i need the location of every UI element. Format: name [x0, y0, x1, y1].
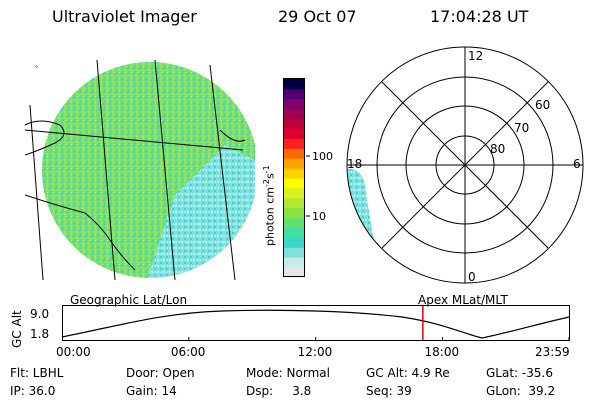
meridian-diag-2: [381, 81, 549, 249]
colorbar-tick-label: 100: [312, 150, 333, 163]
colorbar-segment: [283, 257, 305, 268]
colorbar-segment: [283, 187, 305, 199]
colorbar-segment: [283, 88, 305, 100]
info-flt: Flt: LBHL: [10, 366, 64, 380]
svg-text:°: °: [35, 65, 38, 72]
timeline-y-max: 9.0: [30, 307, 50, 321]
map-grid: [25, 59, 246, 281]
lat-label-80: 80: [490, 142, 505, 156]
timeline-plot: [62, 305, 570, 341]
colorbar-unit-label: photon cm-2s-1: [262, 165, 277, 246]
timeline-axis-title: GC Alt: [10, 310, 24, 348]
lat-label-60: 60: [535, 98, 550, 112]
colorbar-ticks: 100 10: [306, 150, 333, 223]
timeline-left-label: Geographic Lat/Lon: [70, 293, 188, 307]
colorbar-frame: [283, 78, 305, 277]
colorbar-segment: [283, 158, 305, 169]
date-label: 29 Oct 07: [278, 7, 357, 26]
geographic-image-panel: °: [25, 59, 255, 281]
colorbar-segment: [283, 138, 305, 149]
colorbar-tick-label: 10: [312, 210, 326, 223]
lat-label-70: 70: [514, 121, 529, 135]
info-gain: Gain: 14: [126, 384, 177, 398]
colorbar: [283, 78, 305, 278]
instrument-title: Ultraviolet Imager: [52, 7, 197, 26]
colorbar-segment: [283, 237, 305, 248]
colorbar-segment: [283, 148, 305, 159]
mlt-label-12: 12: [468, 49, 483, 63]
colorbar-segment: [283, 178, 305, 189]
colorbar-segment: [283, 217, 305, 228]
colorbar-segment: [283, 197, 305, 209]
timeline-tick-label: 23:59: [535, 345, 570, 359]
time-label: 17:04:28 UT: [430, 7, 529, 26]
mlt-label-0: 0: [468, 270, 476, 284]
colorbar-segment: [283, 79, 305, 90]
colorbar-segment: [283, 108, 305, 120]
mlt-label-6: 6: [573, 157, 581, 171]
mlt-label-18: 18: [347, 157, 362, 171]
info-glon: GLon: 39.2: [486, 384, 556, 398]
altitude-curve: [62, 309, 570, 339]
colorbar-segment: [283, 227, 305, 238]
colorbar-segment: [283, 168, 305, 179]
timeline-tick-label: 06:00: [170, 345, 206, 359]
polar-aurora-data: [347, 169, 375, 245]
colorbar-segment: [283, 247, 305, 258]
timeline-tick-label: 00:00: [56, 345, 91, 359]
info-mode: Mode: Normal: [246, 366, 330, 380]
colorbar-segment: [283, 128, 305, 139]
timeline-tick-label: 12:00: [297, 345, 333, 359]
colorbar-segment: [283, 207, 305, 219]
info-door: Door: Open: [126, 366, 195, 380]
timeline-right-label: Apex MLat/MLT: [418, 293, 508, 307]
info-ip: IP: 36.0: [10, 384, 56, 398]
info-seq: Seq: 39: [366, 384, 412, 398]
colorbar-segment: [283, 98, 305, 110]
timeline-y-min: 1.8: [30, 327, 50, 341]
colorbar-segment: [283, 267, 305, 278]
polar-mlt-plot: 12 18 6 0 60 70 80: [346, 46, 584, 284]
info-dsp: Dsp: 3.8: [246, 384, 312, 398]
info-gc-alt: GC Alt: 4.9 Re: [366, 366, 450, 380]
info-glat: GLat: -35.6: [486, 366, 553, 380]
colorbar-segment: [283, 118, 305, 129]
timeline-tick-label: 18:00: [424, 345, 460, 359]
